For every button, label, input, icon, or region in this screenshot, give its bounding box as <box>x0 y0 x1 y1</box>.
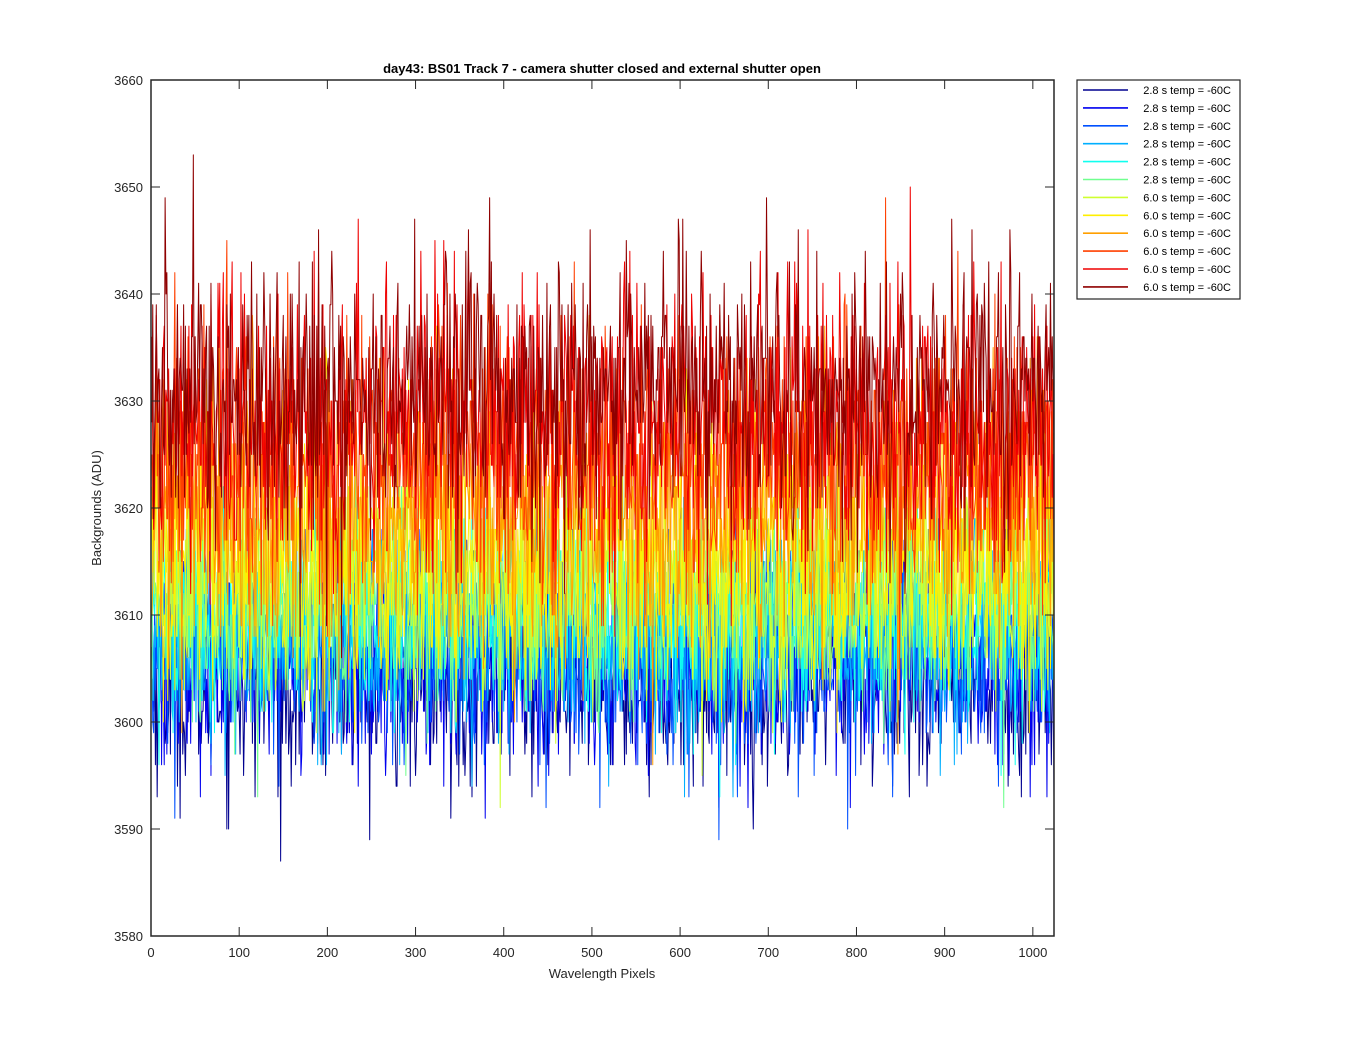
x-tick-label: 600 <box>669 945 691 960</box>
x-tick-label: 700 <box>757 945 779 960</box>
legend-label-9: 6.0 s temp = -60C <box>1143 228 1231 240</box>
x-tick-label: 400 <box>493 945 515 960</box>
y-axis-label: Backgrounds (ADU) <box>89 450 104 566</box>
x-tick-label: 500 <box>581 945 603 960</box>
legend: 2.8 s temp = -60C 2.8 s temp = -60C 2.8 s … <box>1076 79 1241 300</box>
x-tick-label: 0 <box>147 945 154 960</box>
y-tick-label: 3650 <box>114 180 143 195</box>
series-layer <box>151 154 1055 862</box>
x-tick-label: 800 <box>846 945 868 960</box>
x-tick-label: 100 <box>228 945 250 960</box>
y-tick-label: 3630 <box>114 394 143 409</box>
x-tick-label: 900 <box>934 945 956 960</box>
x-tick-label: 1000 <box>1018 945 1047 960</box>
x-tick-label: 300 <box>405 945 427 960</box>
y-tick-label: 3590 <box>114 822 143 837</box>
series-line-12 <box>151 154 1055 659</box>
y-tick-label: 3610 <box>114 608 143 623</box>
legend-items: 2.8 s temp = -60C 2.8 s temp = -60C 2.8 s … <box>1083 85 1231 294</box>
axis-ticks: 0 100 200 300 400 500 600 700 800 900 1000 3580 3590… <box>114 73 1054 960</box>
x-axis-label: Wavelength Pixels <box>549 966 656 981</box>
legend-label-2: 2.8 s temp = -60C <box>1143 103 1231 115</box>
legend-label-11: 6.0 s temp = -60C <box>1143 264 1231 276</box>
chart-title: day43: BS01 Track 7 - camera shutter clo… <box>383 61 821 76</box>
legend-label-3: 2.8 s temp = -60C <box>1143 121 1231 133</box>
legend-label-10: 6.0 s temp = -60C <box>1143 246 1231 258</box>
y-tick-label: 3600 <box>114 715 143 730</box>
legend-label-4: 2.8 s temp = -60C <box>1143 139 1231 151</box>
y-tick-label: 3620 <box>114 501 143 516</box>
legend-label-7: 6.0 s temp = -60C <box>1143 192 1231 204</box>
legend-label-12: 6.0 s temp = -60C <box>1143 282 1231 294</box>
legend-box <box>1076 79 1241 300</box>
legend-label-1: 2.8 s temp = -60C <box>1143 85 1231 97</box>
x-tick-label: 200 <box>317 945 339 960</box>
y-tick-label: 3660 <box>114 73 143 88</box>
legend-label-6: 2.8 s temp = -60C <box>1143 175 1231 187</box>
y-tick-label: 3580 <box>114 929 143 944</box>
legend-label-8: 6.0 s temp = -60C <box>1143 210 1231 222</box>
y-tick-label: 3640 <box>114 287 143 302</box>
legend-label-5: 2.8 s temp = -60C <box>1143 157 1231 169</box>
